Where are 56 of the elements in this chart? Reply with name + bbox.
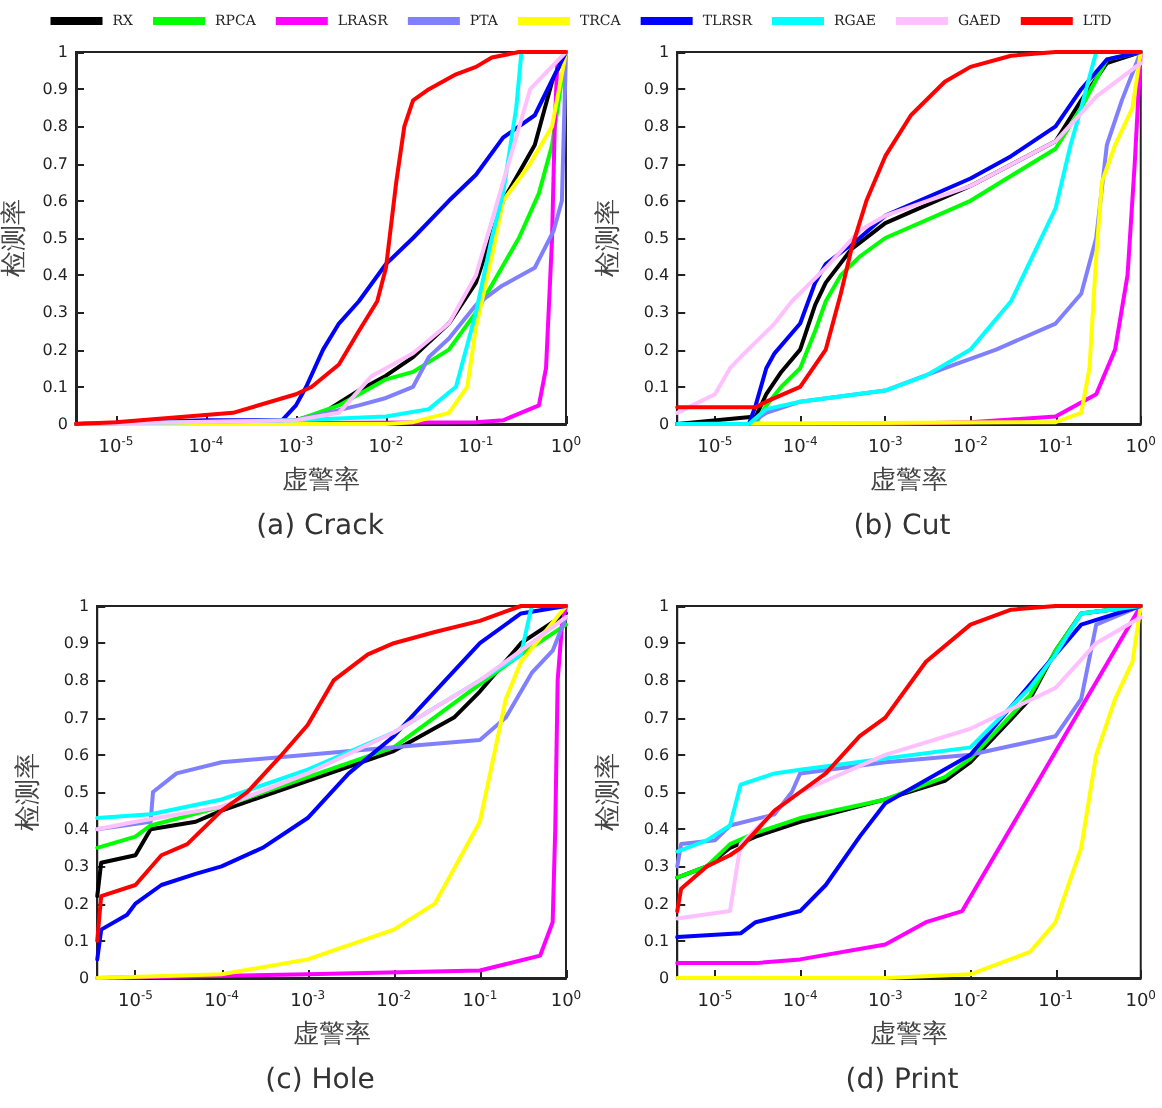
y-axis-title: 检测率	[12, 753, 44, 831]
y-tick-label: 0.4	[643, 266, 670, 285]
text: (c) Hole	[265, 1064, 375, 1096]
y-tick-label: 0.3	[63, 857, 90, 876]
y-tick-label: 0.8	[643, 671, 670, 690]
y-tick-label: 0.5	[643, 783, 670, 801]
y-tick-label: 0.1	[643, 377, 670, 396]
text: (b) Cut	[853, 510, 952, 542]
y-tick-label: 0.2	[63, 894, 90, 913]
x-axis-title: 虚警率	[869, 464, 948, 496]
y-axis-title: 检测率	[0, 199, 30, 277]
y-tick-label: 0.7	[42, 154, 68, 173]
y-tick-label: 0	[659, 415, 670, 433]
x-axis-title: 虚警率	[282, 464, 360, 496]
y-tick-label: 0.6	[643, 745, 670, 764]
y-axis-title: 检测率	[592, 199, 624, 277]
y-tick-label: 0.8	[643, 117, 670, 136]
y-tick-label: 0.4	[42, 266, 68, 285]
y-tick-label: 0	[79, 969, 90, 987]
y-tick-label: 0.7	[643, 154, 670, 173]
y-tick-label: 0.9	[643, 80, 670, 99]
y-tick-label: 0.2	[643, 340, 670, 359]
y-tick-label: 0.5	[42, 229, 68, 247]
x-axis-title: 虚警率	[869, 1018, 948, 1050]
y-tick-label: 0.8	[42, 117, 68, 136]
text: (a) Crack	[256, 510, 386, 542]
y-tick-label: 0.2	[643, 894, 670, 913]
y-tick-label: 1	[659, 43, 670, 61]
y-tick-label: 0.5	[63, 783, 90, 801]
y-axis-title: 检测率	[592, 753, 624, 831]
y-tick-label: 0.4	[63, 820, 90, 839]
y-tick-label: 1	[659, 597, 670, 615]
y-tick-label: 0.1	[42, 377, 68, 396]
y-tick-label: 0.3	[643, 857, 670, 876]
y-tick-label: 0.9	[63, 634, 90, 653]
y-tick-label: 0	[659, 969, 670, 987]
text: (d) Print	[845, 1064, 960, 1096]
y-tick-label: 0.6	[42, 191, 68, 210]
y-tick-label: 0.6	[63, 745, 90, 764]
y-tick-label: 1	[79, 597, 90, 615]
y-tick-label: 0.7	[643, 708, 670, 727]
y-tick-label: 0.3	[643, 303, 670, 322]
x-axis-title: 虚警率	[292, 1018, 371, 1050]
y-tick-label: 0.4	[643, 820, 670, 839]
y-tick-label: 0.9	[42, 80, 68, 99]
y-tick-label: 0.1	[63, 931, 90, 950]
y-tick-label: 0.2	[42, 340, 68, 359]
y-tick-label: 0.9	[643, 634, 670, 653]
y-tick-label: 0	[57, 415, 68, 433]
y-tick-label: 0.8	[63, 671, 90, 690]
y-tick-label: 0.1	[643, 931, 670, 950]
y-tick-label: 0.5	[643, 229, 670, 247]
y-tick-label: 0.6	[643, 191, 670, 210]
y-tick-label: 0.3	[42, 303, 68, 322]
y-tick-label: 1	[57, 43, 68, 61]
y-tick-label: 0.7	[63, 708, 90, 727]
